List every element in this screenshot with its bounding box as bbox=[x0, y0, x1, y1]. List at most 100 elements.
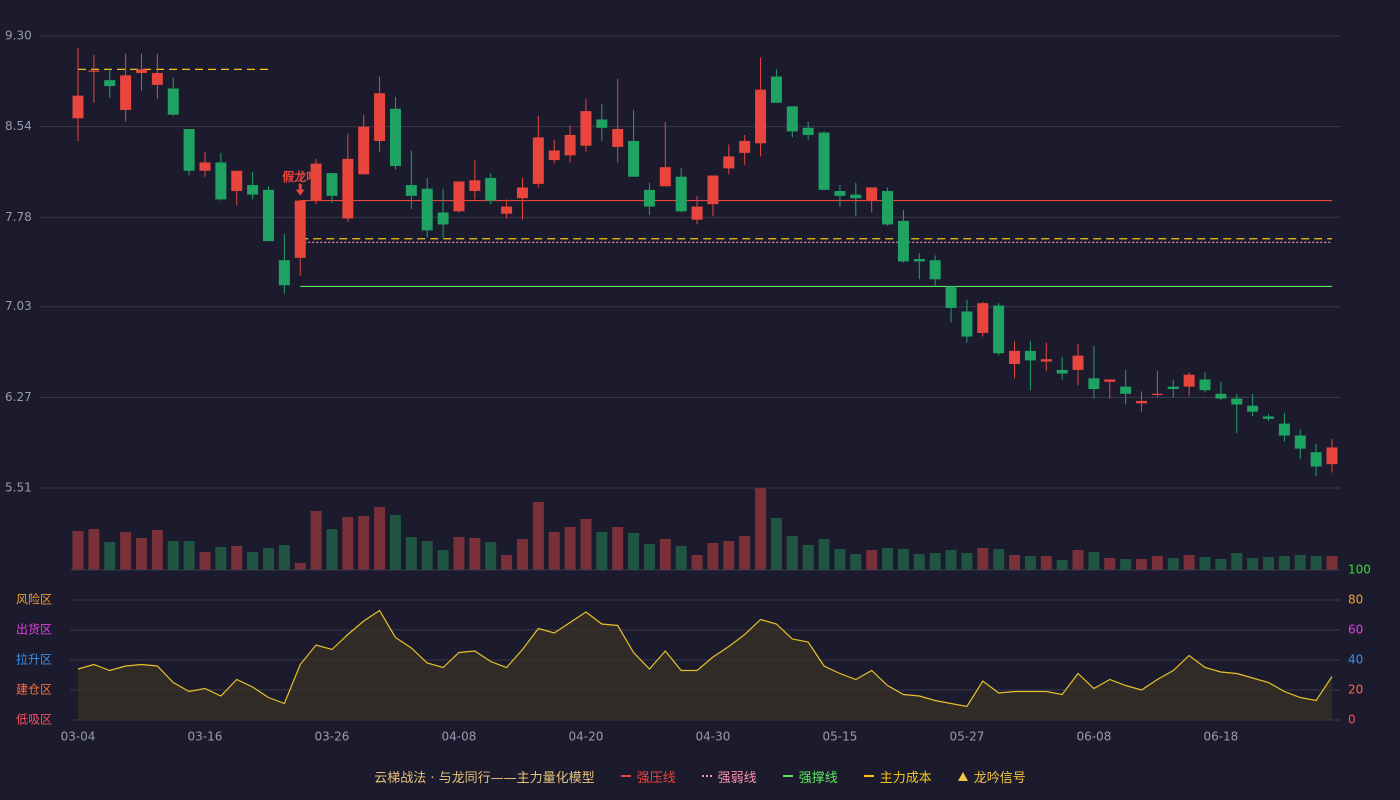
candle-body bbox=[1009, 350, 1021, 364]
volume-bar bbox=[199, 552, 211, 570]
volume-bar bbox=[977, 548, 989, 570]
candle-body bbox=[755, 89, 767, 144]
volume-bar bbox=[1183, 555, 1195, 570]
volume-bar bbox=[262, 548, 274, 570]
candle-body bbox=[485, 177, 497, 201]
candle-body bbox=[310, 163, 322, 201]
candle-body bbox=[72, 95, 84, 119]
volume-bar bbox=[564, 527, 576, 570]
candle-body bbox=[945, 286, 957, 308]
volume-bar bbox=[802, 545, 814, 570]
candle-body bbox=[532, 137, 544, 184]
volume-bar bbox=[358, 516, 370, 570]
x-tick-label: 03-16 bbox=[188, 730, 223, 744]
candle-body bbox=[993, 305, 1005, 354]
volume-bar bbox=[72, 531, 84, 570]
zone-label: 建仓区 bbox=[16, 683, 52, 697]
volume-bar bbox=[1294, 555, 1306, 570]
candle-body bbox=[104, 80, 116, 87]
candle-body bbox=[897, 220, 909, 262]
candle-body bbox=[548, 150, 560, 161]
candle-body bbox=[88, 70, 100, 72]
x-tick-label: 03-26 bbox=[315, 730, 350, 744]
volume-bar bbox=[913, 554, 925, 570]
volume-bar bbox=[437, 550, 449, 570]
volume-bar bbox=[405, 537, 417, 570]
volume-bar bbox=[1326, 556, 1338, 570]
volume-bar bbox=[374, 507, 386, 570]
candle-body bbox=[643, 189, 655, 207]
candle-body bbox=[167, 88, 179, 115]
volume-bar bbox=[691, 555, 703, 570]
x-tick-label: 06-08 bbox=[1076, 730, 1111, 744]
x-tick-label: 04-20 bbox=[569, 730, 604, 744]
indicator-area bbox=[78, 610, 1332, 720]
y-tick-label: 100 bbox=[1348, 563, 1371, 577]
volume-bar bbox=[770, 518, 782, 570]
candle-body bbox=[135, 69, 147, 73]
candle-body bbox=[850, 194, 862, 199]
legend-label: 强撑线 bbox=[798, 770, 838, 786]
chart: 9.30 8.54 7.78 7.03 6.27 5.51 假龙吟 0 20 40 60 80 100 低… bbox=[5, 29, 1371, 744]
legend-label: 龙吟信号 bbox=[973, 770, 1026, 786]
indicator-line bbox=[77, 609, 1333, 708]
candle-body bbox=[675, 176, 687, 212]
volume-bar bbox=[532, 502, 544, 570]
volume-bar bbox=[1040, 556, 1052, 570]
x-tick-label: 05-15 bbox=[822, 730, 857, 744]
candle-body bbox=[1310, 452, 1322, 467]
volume-bar bbox=[866, 550, 878, 570]
volume-bar bbox=[1120, 559, 1132, 570]
candle-body bbox=[580, 111, 592, 146]
x-tick-label: 04-30 bbox=[695, 730, 730, 744]
candle-body bbox=[786, 106, 798, 132]
candle-body bbox=[262, 189, 274, 242]
candle-body bbox=[342, 158, 354, 219]
volume-bar bbox=[723, 541, 735, 570]
candle-body bbox=[1278, 423, 1290, 436]
candle-body bbox=[516, 187, 528, 199]
candle-body bbox=[294, 200, 306, 258]
candle-body bbox=[120, 75, 132, 110]
volume-bar bbox=[643, 544, 655, 570]
candle-body bbox=[913, 259, 925, 262]
volume-bar bbox=[961, 553, 973, 570]
legend-icon bbox=[782, 775, 793, 777]
volume-bar bbox=[1009, 555, 1021, 570]
zone-label: 出货区 bbox=[16, 622, 52, 637]
volume-bar bbox=[1231, 553, 1243, 570]
candle-body bbox=[961, 311, 973, 337]
volume-bar bbox=[897, 549, 909, 570]
volume-bar bbox=[516, 539, 528, 570]
annotation-arrow bbox=[295, 183, 305, 196]
legend-item: 强压线 bbox=[620, 767, 676, 786]
y-tick-label: 7.03 bbox=[5, 299, 32, 313]
candle-body bbox=[199, 162, 211, 171]
volume-bar bbox=[1215, 559, 1227, 570]
candle-body bbox=[659, 167, 671, 187]
candle-body bbox=[1072, 355, 1084, 370]
y-tick-label: 9.30 bbox=[5, 29, 32, 43]
zone-label: 拉升区 bbox=[16, 652, 52, 667]
x-tick-label: 03-04 bbox=[61, 730, 96, 744]
volume-bar bbox=[739, 536, 751, 570]
y-tick-label: 40 bbox=[1348, 653, 1363, 667]
volume-bar bbox=[1278, 556, 1290, 570]
volume-bar bbox=[1263, 557, 1275, 570]
volume-bar bbox=[1072, 550, 1084, 570]
y-tick-label: 0 bbox=[1348, 713, 1356, 727]
candle-body bbox=[1231, 398, 1243, 405]
candle-body bbox=[183, 129, 195, 171]
volume-bar bbox=[183, 541, 195, 570]
candle-body bbox=[1024, 350, 1036, 361]
zone-label: 风险区 bbox=[16, 592, 52, 607]
candle-body bbox=[1040, 359, 1052, 362]
legend-icon bbox=[957, 771, 968, 781]
candle-body bbox=[723, 156, 735, 169]
volume-bar bbox=[548, 532, 560, 570]
volume-bar bbox=[104, 542, 116, 570]
candle-body bbox=[818, 132, 830, 190]
candle-body bbox=[1151, 393, 1163, 395]
volume-bar bbox=[786, 536, 798, 570]
volume-bar bbox=[469, 538, 481, 570]
